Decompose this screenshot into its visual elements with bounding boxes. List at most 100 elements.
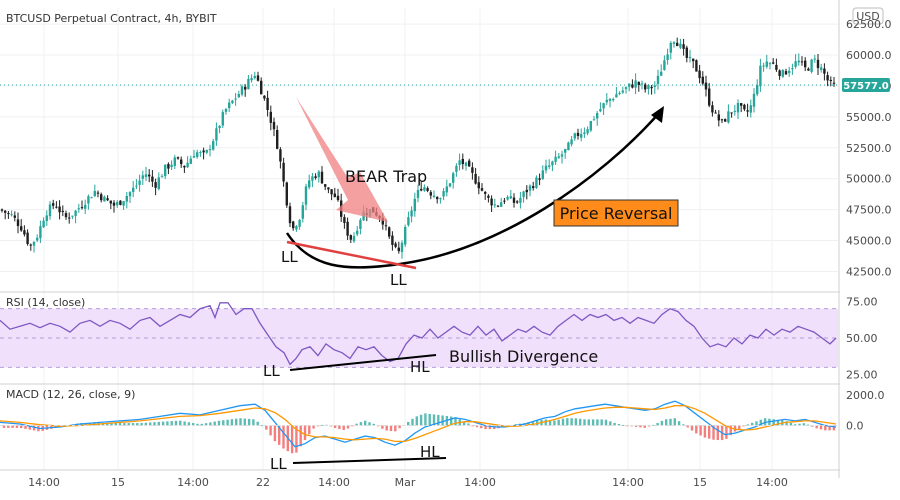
candle-body bbox=[320, 171, 324, 184]
macd-histogram-bar bbox=[342, 425, 345, 431]
candle-body bbox=[522, 191, 525, 198]
candle-body bbox=[314, 176, 317, 178]
candle-body bbox=[260, 80, 263, 95]
candle-body bbox=[349, 235, 352, 240]
candle-body bbox=[308, 180, 311, 188]
macd-histogram-bar bbox=[738, 425, 741, 429]
macd-histogram-bar bbox=[243, 418, 246, 426]
candle-body bbox=[695, 60, 698, 72]
candle-body bbox=[148, 174, 151, 177]
candle-body bbox=[23, 230, 26, 235]
candle-body bbox=[762, 65, 765, 67]
macd-histogram-bar bbox=[187, 422, 191, 426]
candle-body bbox=[708, 88, 711, 106]
rsi-pane-title: RSI (14, close) bbox=[6, 296, 85, 309]
candle-body bbox=[749, 105, 752, 113]
candle-body bbox=[263, 95, 266, 99]
candle-body bbox=[580, 134, 583, 138]
candle-body bbox=[327, 187, 330, 190]
candle-body bbox=[429, 192, 432, 196]
time-tick-label: 22 bbox=[256, 476, 270, 489]
time-tick-label: 14:00 bbox=[464, 476, 496, 489]
macd-histogram-bar bbox=[204, 423, 208, 426]
candle-body bbox=[490, 198, 493, 206]
macd-histogram-bar bbox=[596, 419, 599, 426]
macd-histogram-bar bbox=[316, 425, 320, 427]
time-tick-label: 15 bbox=[111, 476, 125, 489]
candle-body bbox=[650, 86, 653, 89]
candle-body bbox=[416, 190, 420, 198]
candle-body bbox=[676, 42, 679, 47]
macd-signal-line bbox=[0, 405, 837, 443]
macd-histogram-bar bbox=[613, 422, 616, 426]
candle-body bbox=[605, 99, 608, 103]
candle-body bbox=[170, 164, 173, 168]
candle-body bbox=[240, 86, 244, 95]
macd-histogram-bar bbox=[665, 419, 668, 426]
candle-body bbox=[212, 141, 215, 150]
macd-histogram-bar bbox=[587, 419, 590, 426]
candle-body bbox=[58, 206, 61, 213]
candle-body bbox=[20, 226, 23, 231]
candle-body bbox=[512, 197, 516, 203]
candle-body bbox=[298, 219, 301, 227]
candle-body bbox=[80, 207, 84, 209]
macd-histogram-bar bbox=[776, 419, 780, 426]
bear-trap-arrow bbox=[296, 97, 388, 222]
candle-body bbox=[634, 80, 637, 88]
macd-histogram-bar bbox=[415, 416, 418, 426]
time-tick-label: 14:00 bbox=[318, 476, 350, 489]
macd-histogram-bar bbox=[252, 419, 255, 426]
macd-histogram-bar bbox=[174, 420, 178, 426]
candle-body bbox=[0, 209, 4, 211]
candle-body bbox=[458, 160, 461, 165]
macd-histogram-bar bbox=[686, 425, 689, 428]
macd-tick-label: 0.0 bbox=[846, 419, 864, 432]
candle-body bbox=[519, 197, 522, 203]
candle-body bbox=[68, 217, 71, 219]
macd-histogram-bar bbox=[355, 423, 358, 426]
candle-body bbox=[100, 194, 103, 201]
currency-badge[interactable]: USD bbox=[852, 7, 884, 25]
macd-histogram-bar bbox=[217, 420, 221, 426]
macd-histogram-bar bbox=[579, 418, 582, 426]
candle-body bbox=[813, 58, 816, 60]
candle-body bbox=[688, 56, 692, 59]
candle-body bbox=[592, 119, 596, 121]
candle-body bbox=[538, 178, 541, 180]
macd-histogram-bar bbox=[299, 425, 302, 447]
time-tick-label: 15 bbox=[693, 476, 707, 489]
candle-body bbox=[388, 227, 391, 237]
macd-histogram-bar bbox=[471, 425, 474, 427]
candle-body bbox=[829, 79, 832, 81]
macd-histogram-bar bbox=[226, 419, 229, 426]
macd-histogram-bar bbox=[432, 414, 436, 426]
price-tick-label: 50000.0 bbox=[846, 173, 892, 186]
candle-body bbox=[442, 191, 445, 197]
candle-body bbox=[656, 75, 660, 85]
macd-histogram-bar bbox=[351, 425, 354, 427]
candle-body bbox=[503, 200, 506, 202]
candle-body bbox=[820, 67, 823, 70]
macd-histogram-bar bbox=[389, 425, 393, 432]
macd-histogram-bar bbox=[815, 425, 818, 429]
candle-body bbox=[29, 244, 32, 246]
macd-histogram-bar bbox=[622, 425, 625, 426]
candle-body bbox=[125, 195, 128, 202]
macd-histogram-bar bbox=[381, 425, 384, 429]
candle-body bbox=[826, 75, 829, 81]
macd-histogram-bar bbox=[312, 425, 315, 429]
candle-body bbox=[154, 182, 157, 188]
macd-histogram-bar bbox=[462, 421, 466, 426]
candle-body bbox=[439, 198, 442, 200]
candle-body bbox=[496, 205, 500, 207]
candle-body bbox=[781, 69, 784, 77]
candle-body bbox=[541, 170, 544, 179]
macd-histogram-bar bbox=[123, 423, 126, 426]
macd-histogram-bar bbox=[136, 423, 139, 426]
candle-body bbox=[180, 159, 183, 165]
candle-body bbox=[832, 82, 836, 84]
time-tick-label: 14:00 bbox=[612, 476, 644, 489]
candle-body bbox=[493, 204, 496, 206]
candle-body bbox=[500, 202, 503, 207]
